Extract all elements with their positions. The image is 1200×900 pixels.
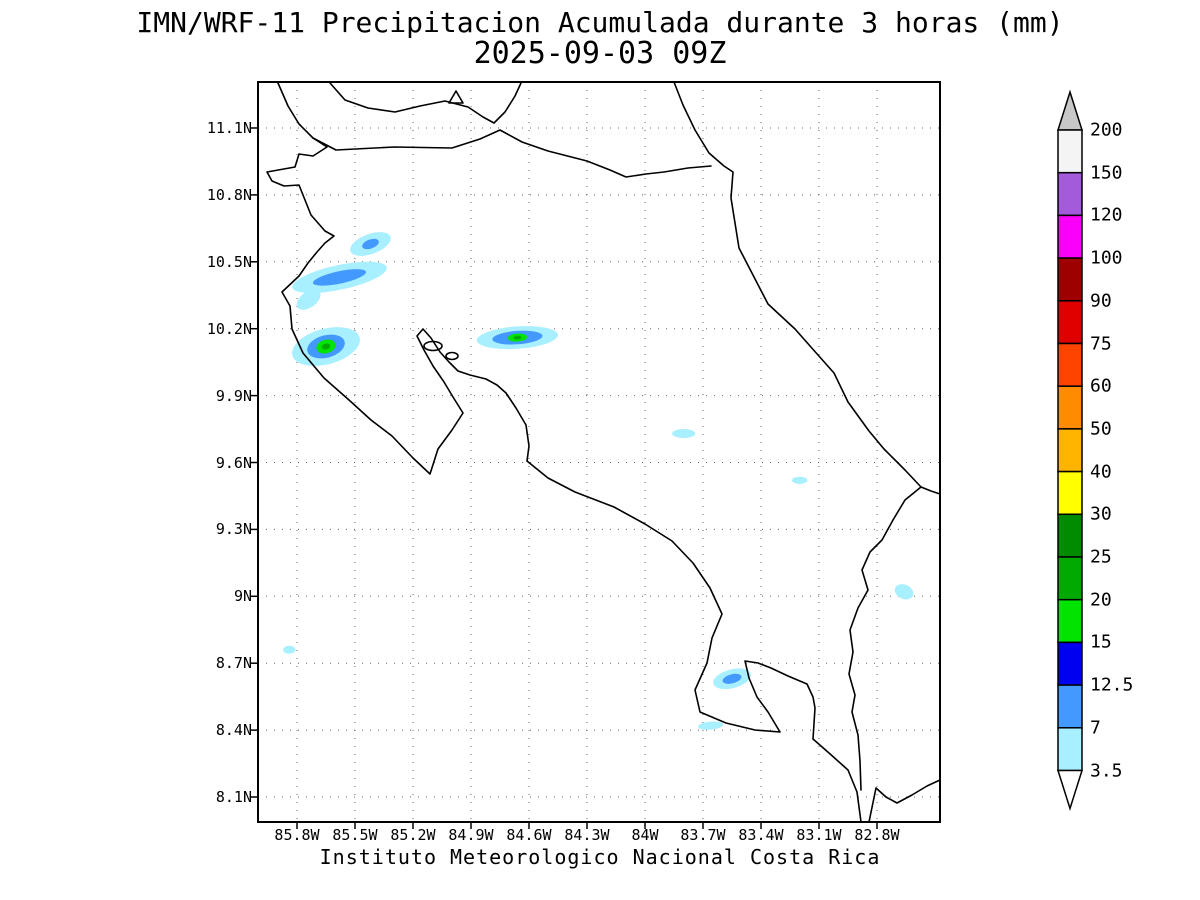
colorbar-tick-label: 30 [1090, 503, 1112, 525]
colorbar-tick-label: 60 [1090, 375, 1112, 397]
precip-cell-guanacaste-band-ge7mm [312, 269, 367, 286]
y-axis-tick-label: 10.2N [206, 319, 252, 338]
colorbar-tick-label: 25 [1090, 546, 1112, 568]
figure-footer: Instituto Meteorologico Nacional Costa R… [319, 845, 881, 869]
colorbar-tick-label: 15 [1090, 631, 1112, 653]
precip-cell-offshore-west-ge3.5mm [283, 645, 296, 654]
burica-panama-coastline [868, 779, 941, 823]
colorbar-tick-label: 12.5 [1090, 674, 1134, 696]
precip-cell-talamanca-north-ge3.5mm [792, 476, 808, 484]
x-axis-tick-label: 83.4W [738, 826, 784, 844]
x-axis-tick-label: 84.3W [564, 826, 610, 844]
colorbar-tick-label: 200 [1090, 119, 1123, 141]
colorbar-segment [1057, 129, 1083, 174]
y-axis-tick-label: 8.4N [215, 721, 252, 740]
precip-cell-nicoya-coast-ge20mm [321, 343, 331, 350]
precipitation-shading [283, 232, 914, 730]
y-axis-tick-label: 10.8N [206, 185, 252, 204]
x-axis-tick-label: 85.5W [332, 826, 378, 844]
colorbar-segment [1057, 300, 1083, 345]
colorbar [1056, 89, 1084, 811]
y-axis-tick-label: 10.5N [206, 252, 252, 271]
caribbean-coastline [673, 81, 941, 495]
panama-border [848, 486, 922, 791]
y-axis-tick-label: 9.3N [215, 520, 252, 539]
colorbar-tick-label: 75 [1090, 333, 1112, 354]
x-axis-tick-label: 85.2W [390, 826, 436, 844]
colorbar-tick-label: 50 [1090, 418, 1112, 440]
precip-cell-guanacaste-north-ge7mm [362, 238, 379, 250]
figure-subtitle: 2025-09-03 09Z [473, 36, 727, 71]
figure-title: IMN/WRF-11 Precipitacion Acumulada duran… [136, 6, 1064, 39]
y-axis-tick-label: 9.6N [215, 453, 252, 472]
y-axis-tick-label: 9N [233, 587, 252, 606]
lake-nicaragua-shore [329, 82, 522, 124]
x-axis-tick-label: 84W [631, 826, 659, 844]
colorbar-segment [1057, 428, 1083, 473]
colorbar-tick-label: 20 [1090, 589, 1112, 611]
plot-frame [257, 81, 941, 823]
x-axis-tick-label: 84.6W [506, 826, 552, 844]
x-axis-tick-label: 83.7W [680, 826, 726, 844]
precip-cell-east-border-ge3.5mm [894, 584, 914, 600]
x-axis-tick-label: 84.9W [448, 826, 494, 844]
colorbar-tick-label: 7 [1090, 717, 1101, 739]
precip-cell-turrialba-ge3.5mm [672, 429, 696, 438]
colorbar-segment [1057, 556, 1083, 601]
grid-lines [258, 82, 940, 822]
nicaragua-border-san-juan [312, 129, 712, 178]
x-axis-tick-label: 82.8W [854, 826, 900, 844]
pacific-coastline [266, 82, 862, 823]
axis-ticks [251, 127, 878, 829]
colorbar-segment [1057, 342, 1083, 387]
colorbar-under-arrow [1056, 769, 1084, 811]
y-axis-tick-label: 9.9N [215, 386, 252, 405]
colorbar-segment [1057, 385, 1083, 430]
isla-venado-outline [445, 351, 459, 361]
y-axis-tick-label: 8.1N [215, 788, 252, 806]
precip-cell-central-valley-ge20mm [513, 335, 522, 340]
isla-chira-outline [423, 340, 443, 352]
y-axis-tick-label: 11.1N [206, 119, 252, 137]
colorbar-tick-label: 100 [1090, 247, 1123, 269]
colorbar-segment [1057, 598, 1083, 644]
map-outlines [266, 81, 941, 823]
precip-cell-osa-south-ge3.5mm [698, 721, 724, 730]
colorbar-tick-label: 120 [1090, 204, 1123, 226]
precip-cell-guanacaste-band-west-ge3.5mm [296, 289, 321, 310]
colorbar-tick-label: 150 [1090, 162, 1123, 184]
colorbar-segment [1057, 214, 1083, 259]
x-axis-tick-label: 85.8W [274, 826, 320, 844]
y-axis-labels: 11.1N 10.8N 10.5N 10.2N 9.9N 9.6N 9.3N 9N 8.7N 8.… [0, 0, 252, 900]
lake-island-icon [448, 90, 464, 104]
y-axis-tick-label: 8.7N [215, 654, 252, 673]
precip-cell-golfo-dulce-ge7mm [722, 673, 742, 684]
x-axis-tick-label: 83.1W [796, 826, 842, 844]
colorbar-tick-label: 90 [1090, 290, 1112, 312]
colorbar-tick-label: 3.5 [1090, 760, 1123, 781]
colorbar-tick-label: 40 [1090, 461, 1112, 483]
